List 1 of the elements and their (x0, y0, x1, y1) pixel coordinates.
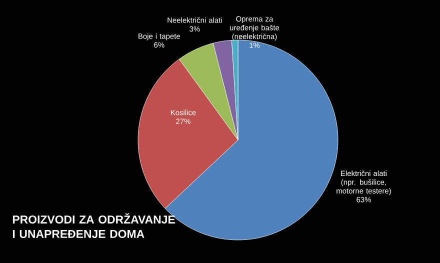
text: PROIZVODI ZA ODRŽAVANJE I UNAPREĐENJE DOMA (12, 213, 175, 238)
